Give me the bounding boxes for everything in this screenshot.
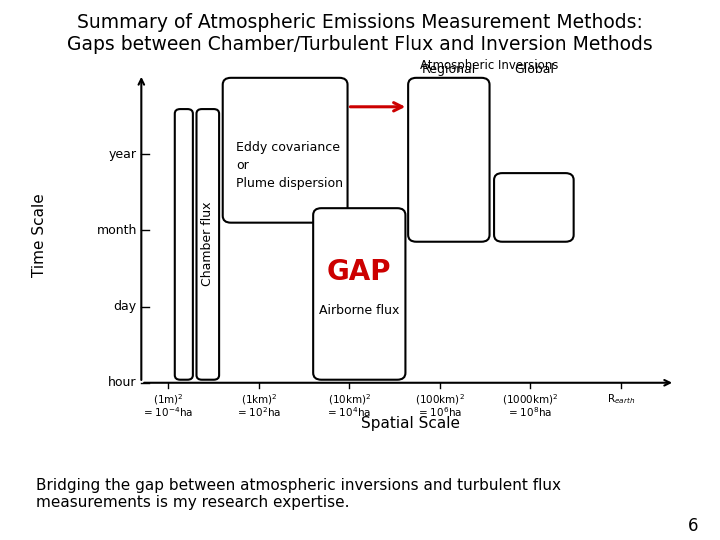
FancyBboxPatch shape [197, 109, 219, 380]
FancyBboxPatch shape [175, 109, 193, 380]
Text: Summary of Atmospheric Emissions Measurement Methods:: Summary of Atmospheric Emissions Measure… [77, 14, 643, 32]
Text: Global: Global [514, 63, 554, 76]
Text: Time Scale: Time Scale [32, 193, 47, 277]
Text: = 10$^4$ha: = 10$^4$ha [327, 406, 372, 420]
FancyBboxPatch shape [494, 173, 574, 242]
Text: Regional: Regional [422, 63, 476, 76]
FancyBboxPatch shape [408, 78, 490, 242]
Text: day: day [114, 300, 137, 313]
Text: Spatial Scale: Spatial Scale [361, 416, 460, 431]
Text: 6: 6 [688, 517, 698, 535]
Text: hour: hour [108, 376, 137, 389]
Text: (1000km)$^2$: (1000km)$^2$ [502, 392, 559, 407]
Text: GAP: GAP [327, 258, 392, 286]
Text: Chamber flux: Chamber flux [202, 202, 215, 286]
Text: = 10$^2$ha: = 10$^2$ha [237, 406, 281, 420]
Text: Atmospheric Inversions: Atmospheric Inversions [420, 59, 559, 72]
Text: (1m)$^2$: (1m)$^2$ [153, 392, 184, 407]
FancyBboxPatch shape [313, 208, 405, 380]
Text: Gaps between Chamber/Turbulent Flux and Inversion Methods: Gaps between Chamber/Turbulent Flux and … [67, 35, 653, 54]
Text: Airborne flux: Airborne flux [319, 304, 400, 317]
Text: (10km)$^2$: (10km)$^2$ [328, 392, 371, 407]
Text: (1km)$^2$: (1km)$^2$ [240, 392, 277, 407]
Text: = 10$^6$ha: = 10$^6$ha [418, 406, 462, 420]
Text: = 10$^{-4}$ha: = 10$^{-4}$ha [143, 406, 194, 420]
Text: Bridging the gap between atmospheric inversions and turbulent flux
measurements : Bridging the gap between atmospheric inv… [36, 478, 561, 510]
Text: month: month [96, 224, 137, 237]
FancyBboxPatch shape [222, 78, 348, 222]
Text: (100km)$^2$: (100km)$^2$ [415, 392, 465, 407]
Text: = 10$^8$ha: = 10$^8$ha [508, 406, 552, 420]
Text: R$_{earth}$: R$_{earth}$ [607, 392, 635, 406]
Text: Eddy covariance
or
Plume dispersion: Eddy covariance or Plume dispersion [236, 141, 343, 190]
Text: year: year [109, 147, 137, 160]
